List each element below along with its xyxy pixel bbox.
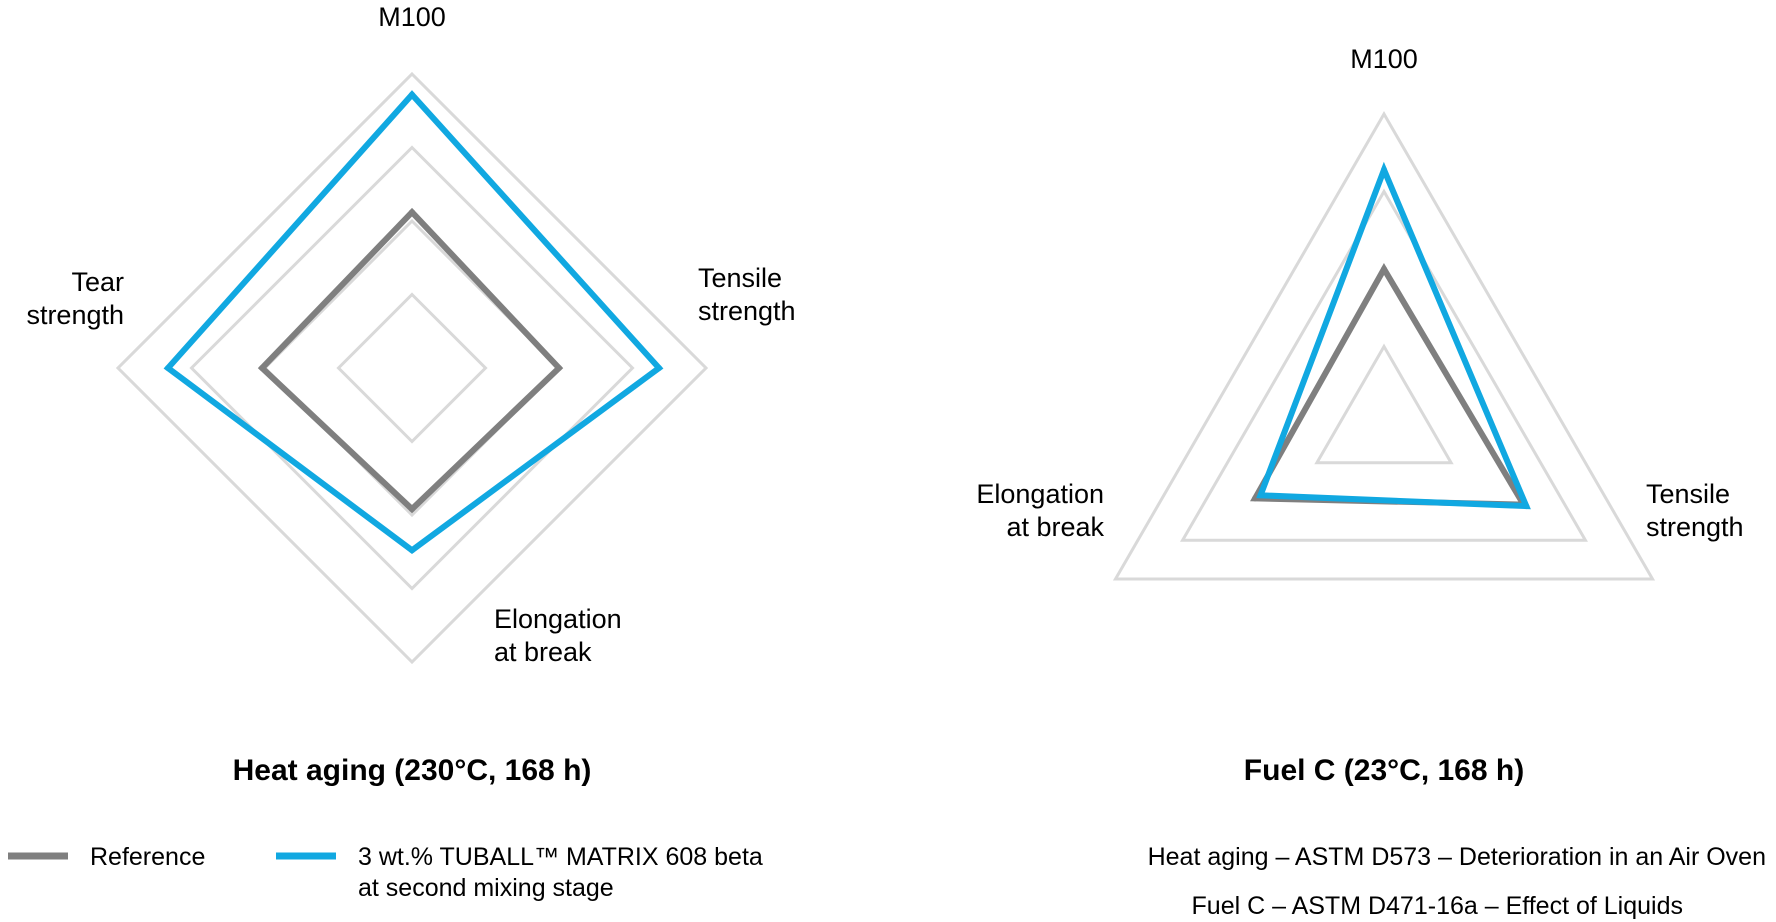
grid-ring-4	[115, 71, 709, 665]
grid-ring-2	[1180, 188, 1588, 542]
point-tuball-2	[1523, 503, 1530, 510]
legend: Reference 3 wt.% TUBALL™ MATRIX 608 beta…	[8, 843, 763, 902]
legend-label-tuball-line-2: at second mixing stage	[358, 874, 614, 902]
axis-label-2-line-2: strength	[1646, 512, 1744, 542]
point-tuball-1	[1381, 166, 1387, 173]
grid-ring-3	[189, 145, 635, 591]
legend-label-reference: Reference	[90, 843, 205, 871]
chart-title-heat-aging: Heat aging (230°C, 168 h)	[233, 754, 592, 787]
grid-ring-1	[1314, 343, 1454, 465]
legend-item-reference: Reference	[8, 843, 205, 871]
point-reference-4	[259, 365, 266, 371]
note-fuel-c-standard: Fuel C – ASTM D471-16a – Effect of Liqui…	[1192, 892, 1683, 920]
legend-item-tuball: 3 wt.% TUBALL™ MATRIX 608 beta at second…	[276, 843, 763, 902]
point-tuball-2	[656, 365, 662, 371]
point-reference-3	[1252, 495, 1259, 502]
grid-ring-1	[336, 292, 488, 444]
point-tuball-4	[165, 365, 171, 371]
legend-label-tuball-line-1: 3 wt.% TUBALL™ MATRIX 608 beta	[358, 843, 763, 871]
axis-label-4-line-2: strength	[26, 300, 124, 330]
axis-label-4-line-1: Tear	[71, 267, 124, 297]
point-tuball-3	[1257, 492, 1264, 499]
series-reference-fuel-c	[1250, 262, 1529, 508]
axis-label-3-line-1: Elongation	[976, 479, 1104, 509]
series-tuball-fuel-c	[1256, 161, 1531, 510]
axis-label-2-line-2: strength	[698, 296, 796, 326]
point-reference-1	[409, 209, 415, 216]
axis-label-3-line-1: Elongation	[494, 604, 622, 634]
point-reference-2	[556, 365, 562, 371]
axis-label-3-line-2: at break	[1006, 512, 1104, 542]
axis-label-2-line-1: Tensile	[698, 263, 782, 293]
point-tuball-3	[409, 547, 415, 554]
point-reference-1	[1381, 266, 1387, 272]
point-tuball-1	[409, 91, 415, 98]
axis-label-1-line-1: M100	[1350, 44, 1418, 74]
point-reference-3	[409, 506, 415, 513]
axis-label-2-line-1: Tensile	[1646, 479, 1730, 509]
axis-label-1-line-1: M100	[378, 2, 446, 32]
chart-title-fuel-c: Fuel C (23°C, 168 h)	[1244, 754, 1524, 787]
grid-ring-3	[1112, 111, 1656, 581]
note-heat-aging-standard: Heat aging – ASTM D573 – Deterioration i…	[1148, 843, 1766, 871]
axis-label-3-line-2: at break	[494, 637, 592, 667]
series-reference-heat-aging	[257, 207, 564, 514]
